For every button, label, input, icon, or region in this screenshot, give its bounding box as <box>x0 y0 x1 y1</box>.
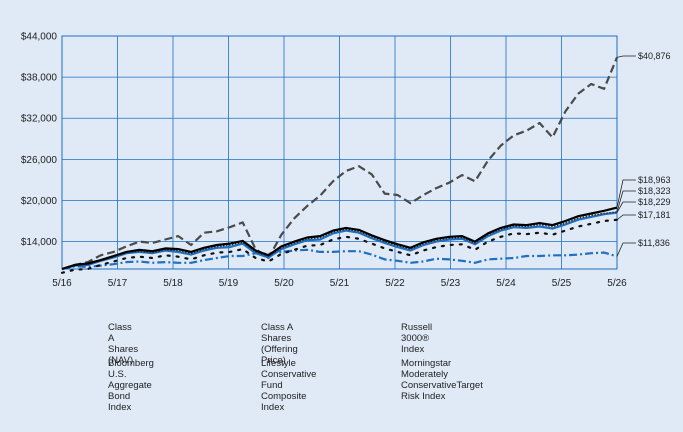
x-tick-label: 5/20 <box>274 278 294 289</box>
series-lines <box>60 56 619 274</box>
x-tick-label: 5/18 <box>163 278 183 289</box>
end-label-leader <box>616 55 636 58</box>
end-label: $40,876 <box>638 51 671 61</box>
end-label-leader <box>616 179 636 208</box>
x-tick-label: 5/25 <box>552 278 572 289</box>
end-label-leader <box>616 190 636 213</box>
end-label-leader <box>616 201 636 213</box>
series-line-4 <box>61 206 618 271</box>
end-label-leader <box>616 214 636 221</box>
series-line-2 <box>61 56 619 271</box>
end-label: $11,836 <box>638 238 670 248</box>
y-tick-label: $20,000 <box>21 196 58 207</box>
y-tick-label: $26,000 <box>21 155 58 166</box>
x-tick-label: 5/24 <box>496 278 516 289</box>
y-tick-label: $14,000 <box>21 237 58 248</box>
x-tick-label: 5/16 <box>52 278 72 289</box>
gridlines <box>61 35 618 270</box>
y-tick-label: $32,000 <box>21 114 58 125</box>
end-labels: $40,876 $18,963$18,323$18,229 $17,181 $11,8… <box>616 51 671 257</box>
x-tick-label: 5/26 <box>607 278 627 289</box>
y-axis-ticks: $14,000 $20,000 $26,000 $32,000 $38,000 $44,0… <box>21 32 58 249</box>
x-axis-ticks: 5/16 5/17 5/18 5/19 5/20 5/21 5/22 5/23 5/24 5/25… <box>52 278 627 289</box>
x-tick-label: 5/22 <box>385 278 405 289</box>
x-tick-label: 5/19 <box>219 278 239 289</box>
end-label-leader <box>616 242 636 257</box>
end-label: $18,963 <box>638 175 671 185</box>
y-tick-label: $44,000 <box>21 32 58 43</box>
series-line-3 <box>61 248 618 271</box>
x-tick-label: 5/21 <box>330 278 350 289</box>
series-line-5 <box>61 211 618 270</box>
series-line-1 <box>60 218 619 274</box>
x-tick-label: 5/23 <box>441 278 461 289</box>
end-label: $18,229 <box>638 197 671 207</box>
end-label: $18,323 <box>638 186 671 196</box>
x-tick-label: 5/17 <box>108 278 128 289</box>
y-tick-label: $38,000 <box>21 73 58 84</box>
series-line-0 <box>61 211 618 271</box>
end-label: $17,181 <box>638 210 671 220</box>
